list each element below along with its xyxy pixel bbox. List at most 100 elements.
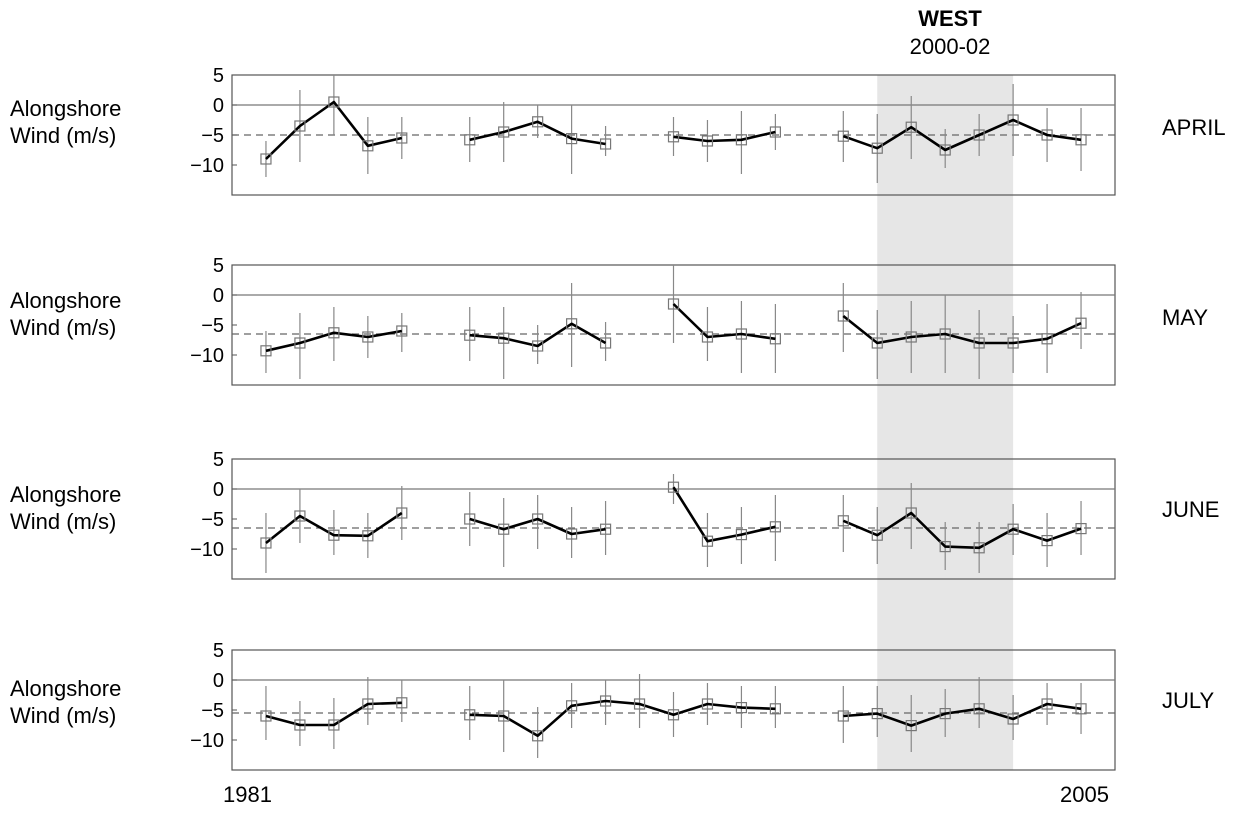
y-tick-label-april: −10 — [190, 155, 224, 177]
data-point-april — [396, 132, 408, 144]
data-point-june — [735, 528, 748, 541]
data-point-june — [667, 481, 680, 493]
data-point-april — [769, 126, 781, 138]
y-tick-label-june: 0 — [213, 479, 224, 501]
data-point-july — [294, 719, 306, 731]
data-point-april — [260, 153, 272, 165]
data-point-may — [837, 310, 849, 322]
y-tick-label-april: −5 — [201, 125, 224, 147]
data-point-june — [532, 513, 544, 525]
y-tick-label-july: −10 — [190, 730, 224, 752]
y-axis-label-july: Alongshore Wind (m/s) — [10, 676, 122, 728]
data-point-may — [566, 318, 578, 330]
highlight-period-label: 2000-02 — [909, 34, 991, 59]
data-point-june — [871, 529, 883, 541]
data-point-july — [837, 710, 849, 722]
y-tick-label-may: −10 — [190, 345, 224, 367]
data-point-may — [599, 337, 612, 349]
data-point-april — [871, 142, 883, 154]
data-point-july — [871, 707, 883, 720]
y-tick-label-june: −5 — [201, 509, 224, 531]
series-line-july — [843, 702, 1082, 727]
y-tick-label-june: −10 — [190, 539, 224, 561]
y-axis-label-may: Alongshore Wind (m/s) — [10, 288, 122, 340]
data-point-july — [1075, 703, 1087, 715]
series-line-may — [842, 314, 1082, 345]
month-label-april: APRIL — [1162, 115, 1226, 140]
data-point-may — [735, 328, 748, 340]
data-point-june — [498, 523, 510, 535]
y-tick-label-may: 5 — [213, 255, 224, 277]
data-point-june — [769, 521, 781, 533]
data-point-june — [260, 537, 272, 549]
data-point-april — [905, 121, 917, 133]
highlight-band — [877, 75, 1014, 770]
y-axis-label-april: Alongshore Wind (m/s) — [10, 96, 122, 148]
data-point-april — [599, 138, 612, 150]
data-point-april — [667, 131, 680, 143]
series-line-june — [672, 486, 776, 543]
data-point-april — [362, 140, 374, 152]
series-line-april — [469, 120, 606, 146]
data-point-april — [1007, 114, 1019, 126]
data-point-april — [464, 134, 476, 146]
y-tick-label-may: −5 — [201, 315, 224, 337]
data-point-july — [328, 719, 340, 731]
data-point-may — [701, 331, 714, 343]
data-point-july — [498, 710, 510, 722]
data-point-june — [837, 515, 849, 527]
data-point-may — [294, 337, 306, 349]
y-tick-label-june: 5 — [213, 449, 224, 471]
y-tick-label-july: 5 — [213, 640, 224, 662]
data-point-april — [837, 130, 849, 142]
data-point-july — [769, 703, 781, 715]
data-point-july — [396, 697, 408, 709]
data-point-june — [464, 513, 476, 525]
data-point-april — [1041, 129, 1053, 141]
data-point-june — [396, 507, 408, 519]
x-axis-start-label: 1981 — [223, 782, 272, 807]
data-point-june — [1041, 534, 1053, 547]
data-point-april — [498, 126, 510, 138]
y-tick-label-july: −5 — [201, 700, 224, 722]
series-line-april — [673, 130, 776, 143]
data-point-july — [362, 698, 374, 710]
month-label-july: JULY — [1162, 688, 1215, 713]
series-line-april — [842, 118, 1082, 152]
data-point-july — [973, 703, 985, 715]
data-point-april — [532, 116, 544, 128]
data-point-july — [1041, 698, 1053, 710]
data-point-may — [1075, 317, 1087, 329]
data-point-april — [1075, 134, 1087, 146]
data-point-july — [667, 709, 680, 721]
y-tick-label-april: 5 — [213, 65, 224, 87]
data-point-april — [735, 134, 748, 146]
data-point-may — [973, 337, 985, 349]
data-point-may — [328, 327, 340, 339]
data-point-june — [905, 507, 917, 519]
region-title: WEST — [918, 6, 982, 31]
data-point-may — [939, 328, 951, 340]
y-tick-label-april: 0 — [213, 95, 224, 117]
data-point-may — [871, 337, 883, 349]
data-point-june — [939, 540, 951, 553]
data-point-july — [701, 698, 714, 710]
data-point-july — [464, 709, 476, 721]
data-point-july — [532, 730, 544, 742]
series-line-may — [469, 322, 607, 348]
data-point-may — [464, 329, 476, 341]
series-line-june — [469, 517, 606, 536]
data-point-july — [599, 695, 612, 707]
series-line-may — [265, 329, 403, 353]
data-point-june — [1007, 523, 1019, 535]
data-point-april — [294, 120, 306, 132]
data-point-june — [973, 542, 985, 554]
data-point-june — [1075, 522, 1087, 535]
data-point-may — [1041, 333, 1053, 345]
data-point-june — [701, 535, 714, 547]
data-point-july — [1007, 713, 1019, 725]
data-point-july — [939, 707, 951, 720]
y-tick-label-may: 0 — [213, 285, 224, 307]
month-label-june: JUNE — [1162, 497, 1220, 522]
